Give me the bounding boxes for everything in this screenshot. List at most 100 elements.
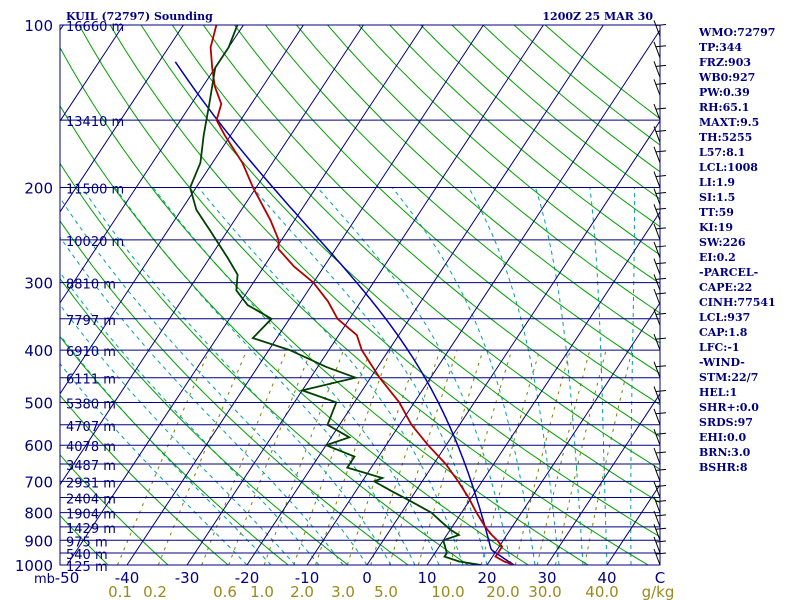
height-label: 1904 m xyxy=(66,508,116,523)
wind-barb xyxy=(653,188,661,205)
pressure-label-400: 400 xyxy=(24,342,53,360)
wind-barb-flag xyxy=(655,277,667,280)
height-label: 4707 m xyxy=(66,420,116,435)
height-label: 2931 m xyxy=(66,476,116,491)
moist-adiabat xyxy=(60,304,296,565)
mixing-ratio-label: 0.2 xyxy=(143,583,167,600)
mixing-ratio-label: 40.0 xyxy=(585,583,618,600)
wind-barb xyxy=(653,447,661,465)
isotherm xyxy=(426,211,660,565)
isotherm xyxy=(366,120,660,565)
chart-title: KUIL (72797) Sounding xyxy=(66,10,213,23)
wind-barb-flag xyxy=(655,540,667,543)
wind-barb-flag xyxy=(655,468,667,471)
index-item: WMO:72797 xyxy=(698,26,775,39)
wind-barbs xyxy=(653,20,667,566)
pressure-tick-labels: 100 200 300 400 500 600 700 800 900 1000 xyxy=(15,17,53,575)
pressure-label-800: 800 xyxy=(24,505,53,523)
temperature-tick-labels: -50 -40 -30 -20 -10 0 10 20 30 40 C xyxy=(55,569,665,587)
index-item: EI:0.2 xyxy=(699,251,736,264)
index-item: KI:19 xyxy=(699,221,733,234)
height-label: 7797 m xyxy=(66,314,116,329)
wind-barb xyxy=(653,481,661,498)
wind-barb-flag xyxy=(655,389,667,392)
isotherms xyxy=(60,25,660,565)
index-item: MAXT:9.5 xyxy=(699,116,759,129)
pressure-label-200: 200 xyxy=(24,180,53,198)
wind-barb xyxy=(653,126,661,143)
index-item: BRN:3.0 xyxy=(699,446,751,459)
mixing-ratio-label: 0.6 xyxy=(213,583,237,600)
wind-barb-flag xyxy=(655,262,667,265)
wind-barb xyxy=(653,333,661,351)
mixing-ratio-label: 1.0 xyxy=(250,583,274,600)
height-label: 10020 m xyxy=(66,235,124,250)
wind-barb xyxy=(653,171,661,188)
index-item: LCL:937 xyxy=(699,311,750,324)
index-item: TH:5255 xyxy=(699,131,752,144)
temperature-profile xyxy=(209,25,515,565)
wind-barb xyxy=(653,536,661,554)
sounding-indices: WMO:72797 TP:344 FRZ:903 WB0:927 PW:0.39 RH:6… xyxy=(698,26,776,474)
temperature-label: -40 xyxy=(115,569,140,587)
index-item: CINH:77541 xyxy=(699,296,776,309)
wind-barb xyxy=(653,204,661,221)
wind-barb xyxy=(653,429,661,446)
temperature-label: 30 xyxy=(537,569,556,587)
pressure-label-100: 100 xyxy=(24,17,53,35)
index-item: TP:344 xyxy=(699,41,742,54)
wind-barb-flag xyxy=(655,82,667,85)
isotherm xyxy=(546,392,660,565)
mixing-ratio-label: 20.0 xyxy=(486,583,519,600)
wind-barb xyxy=(653,20,661,37)
temperature-line xyxy=(209,25,515,565)
temperature-label: 10 xyxy=(417,569,436,587)
index-item: LI:1.9 xyxy=(699,176,735,189)
wind-barb-flag xyxy=(655,150,667,153)
wind-barb-flag xyxy=(655,129,667,132)
wind-barb xyxy=(653,61,661,78)
height-label: 5380 m xyxy=(66,397,116,412)
moist-adiabat xyxy=(60,236,344,565)
index-item: SI:1.5 xyxy=(699,191,735,204)
height-label: 2404 m xyxy=(66,493,116,508)
wind-barb-flag xyxy=(655,365,667,368)
wind-barb-flag xyxy=(655,207,667,210)
height-label: 13410 m xyxy=(66,115,124,130)
mixing-ratio-label: 0.1 xyxy=(108,583,132,600)
dewpoint-line xyxy=(189,25,482,565)
isotherm xyxy=(60,25,124,122)
wind-barb-flag xyxy=(655,527,667,530)
wind-barb-flag xyxy=(655,175,667,178)
wind-barb-flag xyxy=(655,485,667,488)
height-label: 540 m xyxy=(66,548,108,563)
isotherm xyxy=(60,25,364,486)
moist-adiabat xyxy=(630,187,636,565)
wind-barb xyxy=(653,288,661,306)
pressure-label-700: 700 xyxy=(24,473,53,491)
wind-barb xyxy=(653,103,661,121)
wind-barb xyxy=(653,223,661,241)
isotherm xyxy=(60,25,184,213)
temperature-label: -50 xyxy=(55,569,80,587)
index-item: -PARCEL- xyxy=(699,266,758,279)
index-item: SRDS:97 xyxy=(699,416,753,429)
mixing-ratio-tick-labels: 0.1 0.2 0.6 1.0 2.0 3.0 5.0 10.0 20.0 30.0 40.0 g/k… xyxy=(108,583,674,600)
height-label: 1429 m xyxy=(66,522,116,537)
index-item: LFC:-1 xyxy=(699,341,740,354)
pressure-label-600: 600 xyxy=(24,437,53,455)
index-item: FRZ:903 xyxy=(699,56,751,69)
height-label: 16660 m xyxy=(66,20,124,35)
index-item: RH:65.1 xyxy=(699,101,749,114)
isotherm xyxy=(486,301,660,565)
wind-barb-flag xyxy=(655,107,667,110)
mixing-ratio-label: 10.0 xyxy=(431,583,464,600)
wind-barb-flag xyxy=(655,451,667,454)
height-label: 125 m xyxy=(66,560,108,575)
mixing-ratio-label: 2.0 xyxy=(290,583,314,600)
wind-barb xyxy=(653,258,661,275)
pressure-label-900: 900 xyxy=(24,532,53,550)
wind-barb-flag xyxy=(655,500,667,503)
height-labels: 16660 m 13410 m 11500 m 10020 m 8810 m 7797 m… xyxy=(66,20,124,575)
index-item: SHR+:0.0 xyxy=(699,401,759,414)
